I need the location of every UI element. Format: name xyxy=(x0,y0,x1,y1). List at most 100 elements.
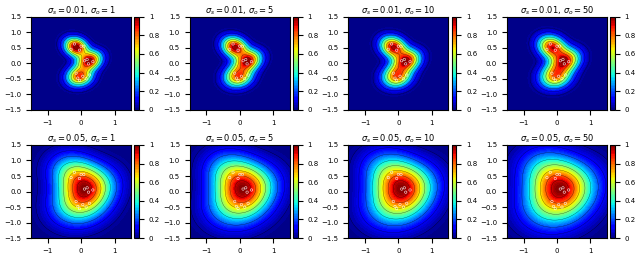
Point xyxy=(235,44,245,48)
Point xyxy=(246,188,257,192)
Point xyxy=(554,44,564,48)
Point xyxy=(396,172,406,176)
Point xyxy=(74,176,84,181)
Point xyxy=(560,201,570,205)
Point xyxy=(239,205,250,209)
Point xyxy=(231,76,241,80)
Title: $\sigma_s = 0.01,\, \sigma_o = 10$: $\sigma_s = 0.01,\, \sigma_o = 10$ xyxy=(361,4,436,17)
Point xyxy=(76,172,86,176)
Title: $\sigma_s = 0.05,\, \sigma_o = 50$: $\sigma_s = 0.05,\, \sigma_o = 50$ xyxy=(520,132,595,145)
Point xyxy=(395,74,405,78)
Point xyxy=(239,77,250,81)
Point xyxy=(388,199,399,204)
Point xyxy=(236,203,246,207)
Point xyxy=(76,44,86,48)
Point xyxy=(81,205,92,209)
Point xyxy=(233,78,243,82)
Point xyxy=(241,58,251,62)
Point xyxy=(74,78,84,82)
Point xyxy=(545,42,556,46)
Point xyxy=(392,207,402,211)
Point xyxy=(81,77,92,81)
Title: $\sigma_s = 0.05,\, \sigma_o = 5$: $\sigma_s = 0.05,\, \sigma_o = 5$ xyxy=(205,132,275,145)
Title: $\sigma_s = 0.05,\, \sigma_o = 10$: $\sigma_s = 0.05,\, \sigma_o = 10$ xyxy=(361,132,436,145)
Point xyxy=(555,59,565,63)
Point xyxy=(401,62,411,66)
Title: $\sigma_s = 0.01,\, \sigma_o = 1$: $\sigma_s = 0.01,\, \sigma_o = 1$ xyxy=(47,4,116,17)
Point xyxy=(88,188,98,192)
Point xyxy=(71,199,81,204)
Point xyxy=(84,201,95,205)
Point xyxy=(550,78,561,82)
Point xyxy=(231,204,241,208)
Point xyxy=(564,188,574,192)
Point xyxy=(401,190,411,194)
Point xyxy=(237,172,248,176)
Point xyxy=(74,207,84,211)
Point xyxy=(79,187,90,191)
Point xyxy=(398,77,408,81)
Point xyxy=(398,205,408,209)
Point xyxy=(557,205,567,209)
Point xyxy=(559,62,570,66)
Point xyxy=(405,60,415,64)
Point xyxy=(542,175,552,180)
Point xyxy=(399,58,410,62)
Point xyxy=(395,203,405,207)
Point xyxy=(228,170,238,174)
Point xyxy=(401,73,412,77)
Point xyxy=(66,175,76,180)
Point xyxy=(69,170,79,174)
Point xyxy=(383,47,394,51)
Point xyxy=(88,60,98,64)
Point xyxy=(233,48,243,52)
Point xyxy=(558,186,568,190)
Point xyxy=(230,199,240,204)
Point xyxy=(66,47,76,51)
Point xyxy=(83,190,93,194)
Point xyxy=(548,204,559,208)
Point xyxy=(558,58,568,62)
Point xyxy=(83,62,93,66)
Point xyxy=(548,76,559,80)
Point xyxy=(560,73,570,77)
Point xyxy=(399,186,410,190)
Point xyxy=(77,74,88,78)
Point xyxy=(235,172,245,176)
Point xyxy=(225,175,235,180)
Point xyxy=(392,176,402,181)
Point xyxy=(401,201,412,205)
Title: $\sigma_s = 0.05,\, \sigma_o = 1$: $\sigma_s = 0.05,\, \sigma_o = 1$ xyxy=(47,132,116,145)
Point xyxy=(390,204,400,208)
Point xyxy=(77,203,88,207)
Title: $\sigma_s = 0.01,\, \sigma_o = 5$: $\sigma_s = 0.01,\, \sigma_o = 5$ xyxy=(205,4,275,17)
Point xyxy=(554,172,564,176)
Point xyxy=(73,204,83,208)
Point xyxy=(390,76,400,80)
Point xyxy=(238,187,248,191)
Point xyxy=(564,60,574,64)
Point xyxy=(554,203,564,207)
Point xyxy=(557,77,567,81)
Point xyxy=(242,62,252,66)
Point xyxy=(555,187,565,191)
Point xyxy=(233,207,243,211)
Point xyxy=(547,71,557,75)
Point xyxy=(71,71,81,75)
Point xyxy=(387,42,397,46)
Point xyxy=(388,71,399,75)
Point xyxy=(236,74,246,78)
Point xyxy=(238,59,248,63)
Point xyxy=(397,59,407,63)
Point xyxy=(559,190,570,194)
Point xyxy=(69,42,79,46)
Point xyxy=(241,186,251,190)
Point xyxy=(550,176,561,181)
Point xyxy=(242,190,252,194)
Point xyxy=(554,74,564,78)
Point xyxy=(246,60,257,64)
Point xyxy=(79,44,89,48)
Point xyxy=(74,48,84,52)
Point xyxy=(383,175,394,180)
Point xyxy=(550,48,561,52)
